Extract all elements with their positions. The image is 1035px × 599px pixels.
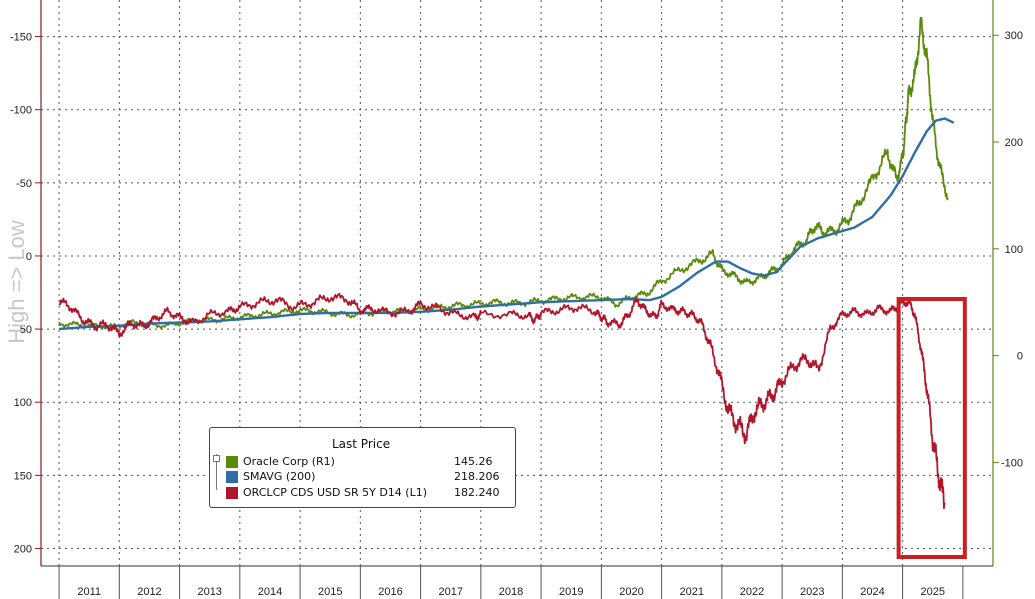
right-tick-label: -100 [1001, 457, 1023, 469]
left-tick-label: 200 [14, 543, 32, 555]
left-tick-label: 50 [20, 324, 32, 336]
legend-value-cds: 182.240 [454, 486, 500, 499]
legend-entry-oracle[interactable]: Oracle Corp (R1) 145.26 [226, 454, 506, 468]
legend-title: Last Price [332, 437, 391, 451]
legend-entry-smavg[interactable]: SMAVG (200) 218.206 [226, 469, 506, 483]
highlight-box [896, 297, 967, 559]
cds-line [58, 292, 946, 510]
left-axis-title: High => Low [4, 220, 29, 344]
right-tick-label: 200 [1005, 137, 1023, 149]
x-tick-label: 2023 [800, 586, 824, 598]
legend-label-oracle: Oracle Corp (R1) [243, 455, 335, 468]
legend-tree-line [216, 454, 225, 490]
left-tick-label: -50 [16, 178, 32, 190]
x-tick-label: 2016 [378, 586, 402, 598]
x-tick-label: 2025 [921, 586, 945, 598]
left-tick-label: 100 [14, 397, 32, 409]
right-tick-label: 300 [1005, 30, 1023, 42]
x-tick-label: 2017 [438, 586, 462, 598]
oracle-price-line [58, 16, 949, 330]
x-tick-label: 2020 [619, 586, 643, 598]
x-tick-label: 2022 [740, 586, 764, 598]
legend-label-cds: ORCLCP CDS USD SR 5Y D14 (L1) [243, 486, 428, 499]
legend-value-oracle: 145.26 [454, 455, 493, 468]
legend-swatch-oracle [226, 456, 238, 468]
x-tick-label: 2014 [258, 586, 282, 598]
x-tick-label: 2019 [559, 586, 583, 598]
legend-swatch-smavg [226, 471, 238, 483]
legend-entry-cds[interactable]: ORCLCP CDS USD SR 5Y D14 (L1) 182.240 [226, 485, 506, 499]
left-tick-label: -150 [10, 32, 32, 44]
right-tick-label: 100 [1005, 244, 1023, 256]
left-tick-label: 150 [14, 470, 32, 482]
x-tick-label: 2024 [860, 586, 884, 598]
legend-label-smavg: SMAVG (200) [243, 470, 316, 483]
x-tick-label: 2018 [499, 586, 523, 598]
right-tick-label: 0 [1017, 351, 1023, 363]
legend-swatch-cds [226, 487, 238, 499]
x-tick-label: 2013 [197, 586, 221, 598]
x-tick-label: 2012 [137, 586, 161, 598]
x-tick-label: 2011 [77, 586, 101, 598]
legend-value-smavg: 218.206 [454, 470, 500, 483]
x-tick-label: 2015 [318, 586, 342, 598]
smavg-line [59, 117, 955, 331]
left-tick-label: 0 [26, 251, 32, 263]
x-tick-label: 2021 [679, 586, 703, 598]
legend: Last Price Oracle Corp (R1) 145.26 SMAVG… [209, 427, 516, 508]
legend-collapse-icon[interactable] [213, 455, 220, 462]
left-tick-label: -100 [10, 105, 32, 117]
